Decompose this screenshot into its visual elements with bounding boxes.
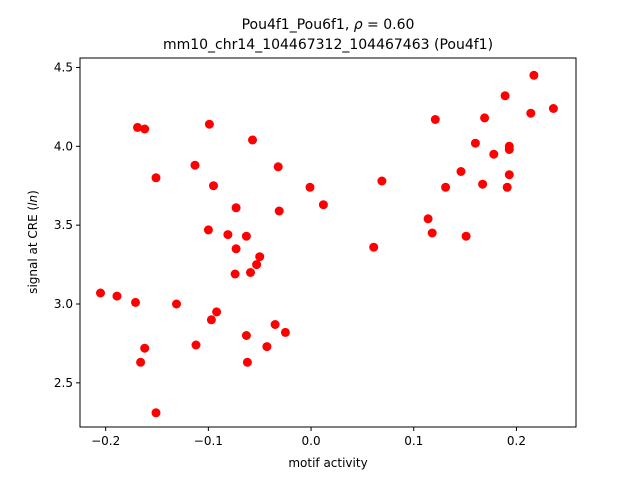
data-point xyxy=(478,179,488,189)
chart-title-line1: Pou4f1_Pou6f1, ρ = 0.60 xyxy=(242,17,415,33)
data-point xyxy=(172,299,181,309)
data-point xyxy=(529,70,539,80)
x-tick-label: −0.2 xyxy=(91,434,120,448)
data-point xyxy=(203,225,213,235)
data-point xyxy=(262,342,272,352)
data-point xyxy=(190,160,200,170)
data-point xyxy=(136,357,146,367)
data-point xyxy=(241,231,251,241)
data-point xyxy=(500,91,510,101)
data-point xyxy=(151,408,161,418)
data-point xyxy=(241,331,251,340)
data-point xyxy=(280,327,290,337)
y-axis-label: signal at CRE (ln) xyxy=(26,190,40,294)
data-point xyxy=(151,173,161,183)
x-tick-label: 0.2 xyxy=(507,434,526,448)
data-point xyxy=(96,288,105,298)
data-point xyxy=(212,307,222,317)
data-point xyxy=(223,230,233,240)
data-point xyxy=(502,182,512,192)
data-point xyxy=(274,206,284,216)
data-point xyxy=(441,182,451,192)
data-point xyxy=(255,252,265,262)
data-point xyxy=(204,119,214,129)
data-point xyxy=(427,228,437,238)
data-point xyxy=(248,135,257,145)
y-tick-label: 4.5 xyxy=(54,60,73,74)
y-tick-label: 2.5 xyxy=(54,376,73,390)
data-point xyxy=(231,244,241,254)
y-tick-label: 3.0 xyxy=(54,297,73,311)
data-point xyxy=(480,113,490,123)
data-point xyxy=(133,122,142,132)
data-point xyxy=(140,343,150,353)
data-point xyxy=(305,182,315,192)
x-tick-label: 0.0 xyxy=(302,434,321,448)
data-point xyxy=(140,124,150,134)
data-point xyxy=(423,214,433,224)
data-point xyxy=(209,181,218,191)
x-tick-label: −0.1 xyxy=(194,434,223,448)
data-point xyxy=(369,242,379,252)
data-point xyxy=(242,357,252,367)
y-axis-ticks: 2.5 3.0 3.5 4.0 4.5 xyxy=(54,60,80,390)
data-point xyxy=(504,145,514,154)
data-point xyxy=(206,315,216,325)
data-point xyxy=(191,340,201,350)
data-point xyxy=(456,167,466,176)
data-point xyxy=(246,268,255,277)
points-layer xyxy=(96,70,558,418)
y-tick-label: 3.5 xyxy=(54,218,73,232)
data-point xyxy=(131,297,140,307)
x-tick-label: 0.1 xyxy=(404,434,423,448)
data-point xyxy=(489,149,499,159)
data-point xyxy=(252,260,262,270)
data-point xyxy=(273,162,283,172)
data-point xyxy=(377,176,387,186)
x-axis-ticks: −0.2 −0.1 0.0 0.1 0.2 xyxy=(91,427,526,448)
chart-title-line2: mm10_chr14_104467312_104467463 (Pou4f1) xyxy=(163,37,493,53)
data-point xyxy=(318,200,328,210)
data-point xyxy=(112,291,122,301)
data-point xyxy=(548,104,558,113)
data-point xyxy=(231,203,241,213)
x-axis-label: motif activity xyxy=(288,456,367,470)
data-point xyxy=(461,231,471,241)
axes-frame xyxy=(79,57,577,428)
data-point xyxy=(526,108,536,118)
data-point xyxy=(504,170,514,180)
data-point xyxy=(470,138,480,148)
data-point xyxy=(430,115,440,124)
data-point xyxy=(230,269,240,279)
plot-area xyxy=(79,57,577,428)
y-tick-label: 4.0 xyxy=(54,139,73,153)
data-point xyxy=(270,320,280,329)
